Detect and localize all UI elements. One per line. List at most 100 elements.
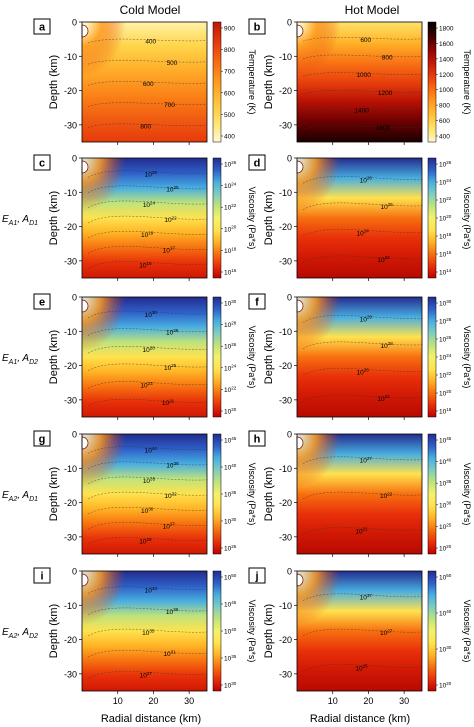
colorbar-label-j: Viscosity (Pa*s) [462, 600, 472, 663]
colorbar-label-d: Viscosity (Pa*s) [462, 187, 472, 250]
y-axis-label-e: Depth (km) [48, 330, 60, 384]
panel-a: 400 500 600 700 800 0 -10 -20 -30 Depth (km) a 900 8… [33, 18, 257, 145]
colorbar-tick-label-c-1: 1024 [224, 182, 237, 191]
panel-letter-box-j [248, 567, 266, 584]
colorbar-tick-label-c-4: 1018 [224, 246, 237, 255]
y-axis-label-i: Depth (km) [48, 604, 60, 658]
colorbar-tick-label-b-6: 600 [439, 118, 450, 125]
colorbar-tick-label-e-2: 1026 [224, 342, 237, 351]
colorbar-tick-label-c-5: 1016 [224, 268, 237, 277]
panel-c: 1026 1025 1024 1022 1019 1017 1016 0 -10 -20 -30 De… [33, 154, 257, 281]
contour-label-d-2: 1024 [356, 229, 369, 238]
contour-line-f-2 [302, 368, 423, 376]
y-tick-label-i-0: 0 [72, 567, 77, 577]
contour-line-g-6 [87, 537, 208, 545]
colorbar-tick-label-f-1: 1028 [439, 317, 452, 326]
y-axis-label-c: Depth (km) [48, 191, 60, 245]
contour-line-j-1 [302, 628, 423, 637]
y-tick-label-d-2: -20 [279, 222, 292, 232]
colorbar-label-h: Viscosity (Pa*s) [462, 463, 472, 526]
y-tick-label-e-2: -20 [64, 361, 77, 371]
contour-label-j-1: 1027 [380, 628, 393, 637]
panel-letter-f: f [255, 297, 259, 309]
colorbar-tick-label-i-1: 1045 [224, 600, 237, 609]
colorbar-tick-label-a-5: 400 [224, 134, 235, 141]
colorbar-tick-label-h-0: 1045 [439, 436, 452, 445]
contour-line-c-0 [87, 170, 208, 178]
y-tick-label-i-3: -30 [64, 669, 77, 679]
contour-label-g-1: 1039 [166, 461, 179, 470]
colorbar-tick-label-d-1: 1024 [439, 178, 452, 187]
colorbar-tick-label-d-0: 1026 [439, 160, 452, 169]
colorbar-tick-label-j-1: 1040 [439, 609, 452, 618]
contour-label-i-2: 1035 [142, 628, 155, 637]
y-tick-label-f-1: -10 [279, 327, 292, 337]
y-tick-label-d-0: 0 [287, 154, 292, 164]
contour-line-c-2 [87, 200, 208, 209]
hotspot-g [82, 434, 126, 488]
row-label-1: EA1, AD1 [2, 214, 38, 227]
plot-frame-d [296, 157, 423, 279]
colorbar-c [212, 157, 222, 279]
hotspot-b [297, 22, 341, 76]
colorbar-tick-label-e-0: 1030 [224, 299, 237, 308]
panel-i: 1043 1039 1035 1031 1027 0 -10 -20 -30 Depth (km)… [33, 567, 257, 706]
contour-line-c-3 [87, 215, 208, 224]
panel-letter-j: j [254, 571, 258, 583]
panel-letter-a: a [39, 22, 46, 34]
colorbar-tick-label-g-0: 1045 [224, 436, 237, 445]
contour-label-i-1: 1039 [166, 607, 179, 616]
colorbar-label-e: Viscosity (Pa*s) [247, 326, 257, 389]
contour-line-d-1 [302, 202, 423, 210]
colorbar-tick-label-d-3: 1020 [439, 214, 452, 223]
colorbar-tick-label-b-4: 1000 [439, 87, 454, 94]
contour-line-g-5 [87, 522, 208, 530]
contour-label-f-2: 1026 [356, 368, 369, 377]
contour-label-a-1: 500 [167, 60, 178, 67]
plot-frame-b [296, 21, 423, 143]
colorbar-tick-label-d-5: 1016 [439, 250, 452, 259]
colorbar-tick-label-d-4: 1018 [439, 232, 452, 241]
colorbar-tick-label-a-0: 900 [224, 26, 235, 33]
contour-line-g-3 [87, 491, 208, 500]
contour-label-a-3: 700 [164, 102, 175, 109]
contour-label-g-4: 1030 [141, 507, 154, 516]
plot-frame-g [81, 433, 208, 555]
contour-label-e-3: 1025 [164, 363, 177, 372]
colorbar-tick-label-g-2: 1035 [224, 490, 237, 499]
colorbar-tick-label-i-4: 1030 [224, 681, 237, 690]
y-tick-label-f-0: 0 [287, 293, 292, 303]
y-tick-label-h-3: -30 [279, 532, 292, 542]
y-tick-label-j-2: -20 [279, 635, 292, 645]
contour-line-g-2 [87, 476, 208, 485]
plot-frame-a [81, 21, 208, 143]
y-tick-label-d-1: -10 [279, 188, 292, 198]
x-tick-label-i-1: 20 [148, 696, 158, 706]
y-tick-label-e-1: -10 [64, 327, 77, 337]
y-tick-label-g-2: -20 [64, 498, 77, 508]
panel-letter-b: b [254, 22, 261, 34]
colorbar-tick-label-h-4: 1025 [439, 522, 452, 531]
y-tick-label-e-0: 0 [72, 293, 77, 303]
contour-line-h-2 [302, 527, 423, 535]
y-tick-label-b-0: 0 [287, 18, 292, 28]
colorbar-tick-label-c-2: 1022 [224, 203, 237, 212]
contour-label-b-0: 600 [360, 37, 371, 44]
y-tick-label-g-0: 0 [72, 430, 77, 440]
contour-line-e-3 [87, 363, 208, 372]
contour-line-f-1 [302, 341, 423, 349]
contour-label-g-6: 1025 [139, 537, 152, 546]
contour-label-f-1: 1028 [381, 341, 394, 350]
panel-letter-box-d [248, 154, 266, 171]
y-axis-label-a: Depth (km) [48, 55, 60, 109]
y-tick-label-h-1: -10 [279, 464, 292, 474]
contour-label-c-2: 1024 [143, 200, 156, 209]
colorbar-b [427, 21, 437, 143]
hotspot-e [82, 297, 126, 351]
colorbar-tick-label-g-3: 1030 [224, 517, 237, 526]
y-axis-label-g: Depth (km) [48, 467, 60, 521]
y-tick-label-j-3: -30 [279, 669, 292, 679]
panel-letter-i: i [40, 571, 43, 583]
contour-label-c-1: 1025 [166, 185, 179, 194]
contour-label-g-2: 1035 [143, 476, 156, 485]
